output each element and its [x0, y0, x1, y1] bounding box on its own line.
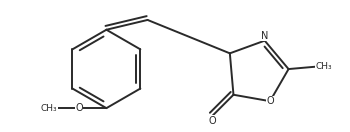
Text: O: O — [266, 96, 274, 106]
Text: O: O — [75, 103, 83, 113]
Text: CH₃: CH₃ — [316, 62, 332, 71]
Text: CH₃: CH₃ — [41, 104, 57, 113]
Text: O: O — [209, 116, 217, 126]
Text: N: N — [261, 31, 268, 41]
